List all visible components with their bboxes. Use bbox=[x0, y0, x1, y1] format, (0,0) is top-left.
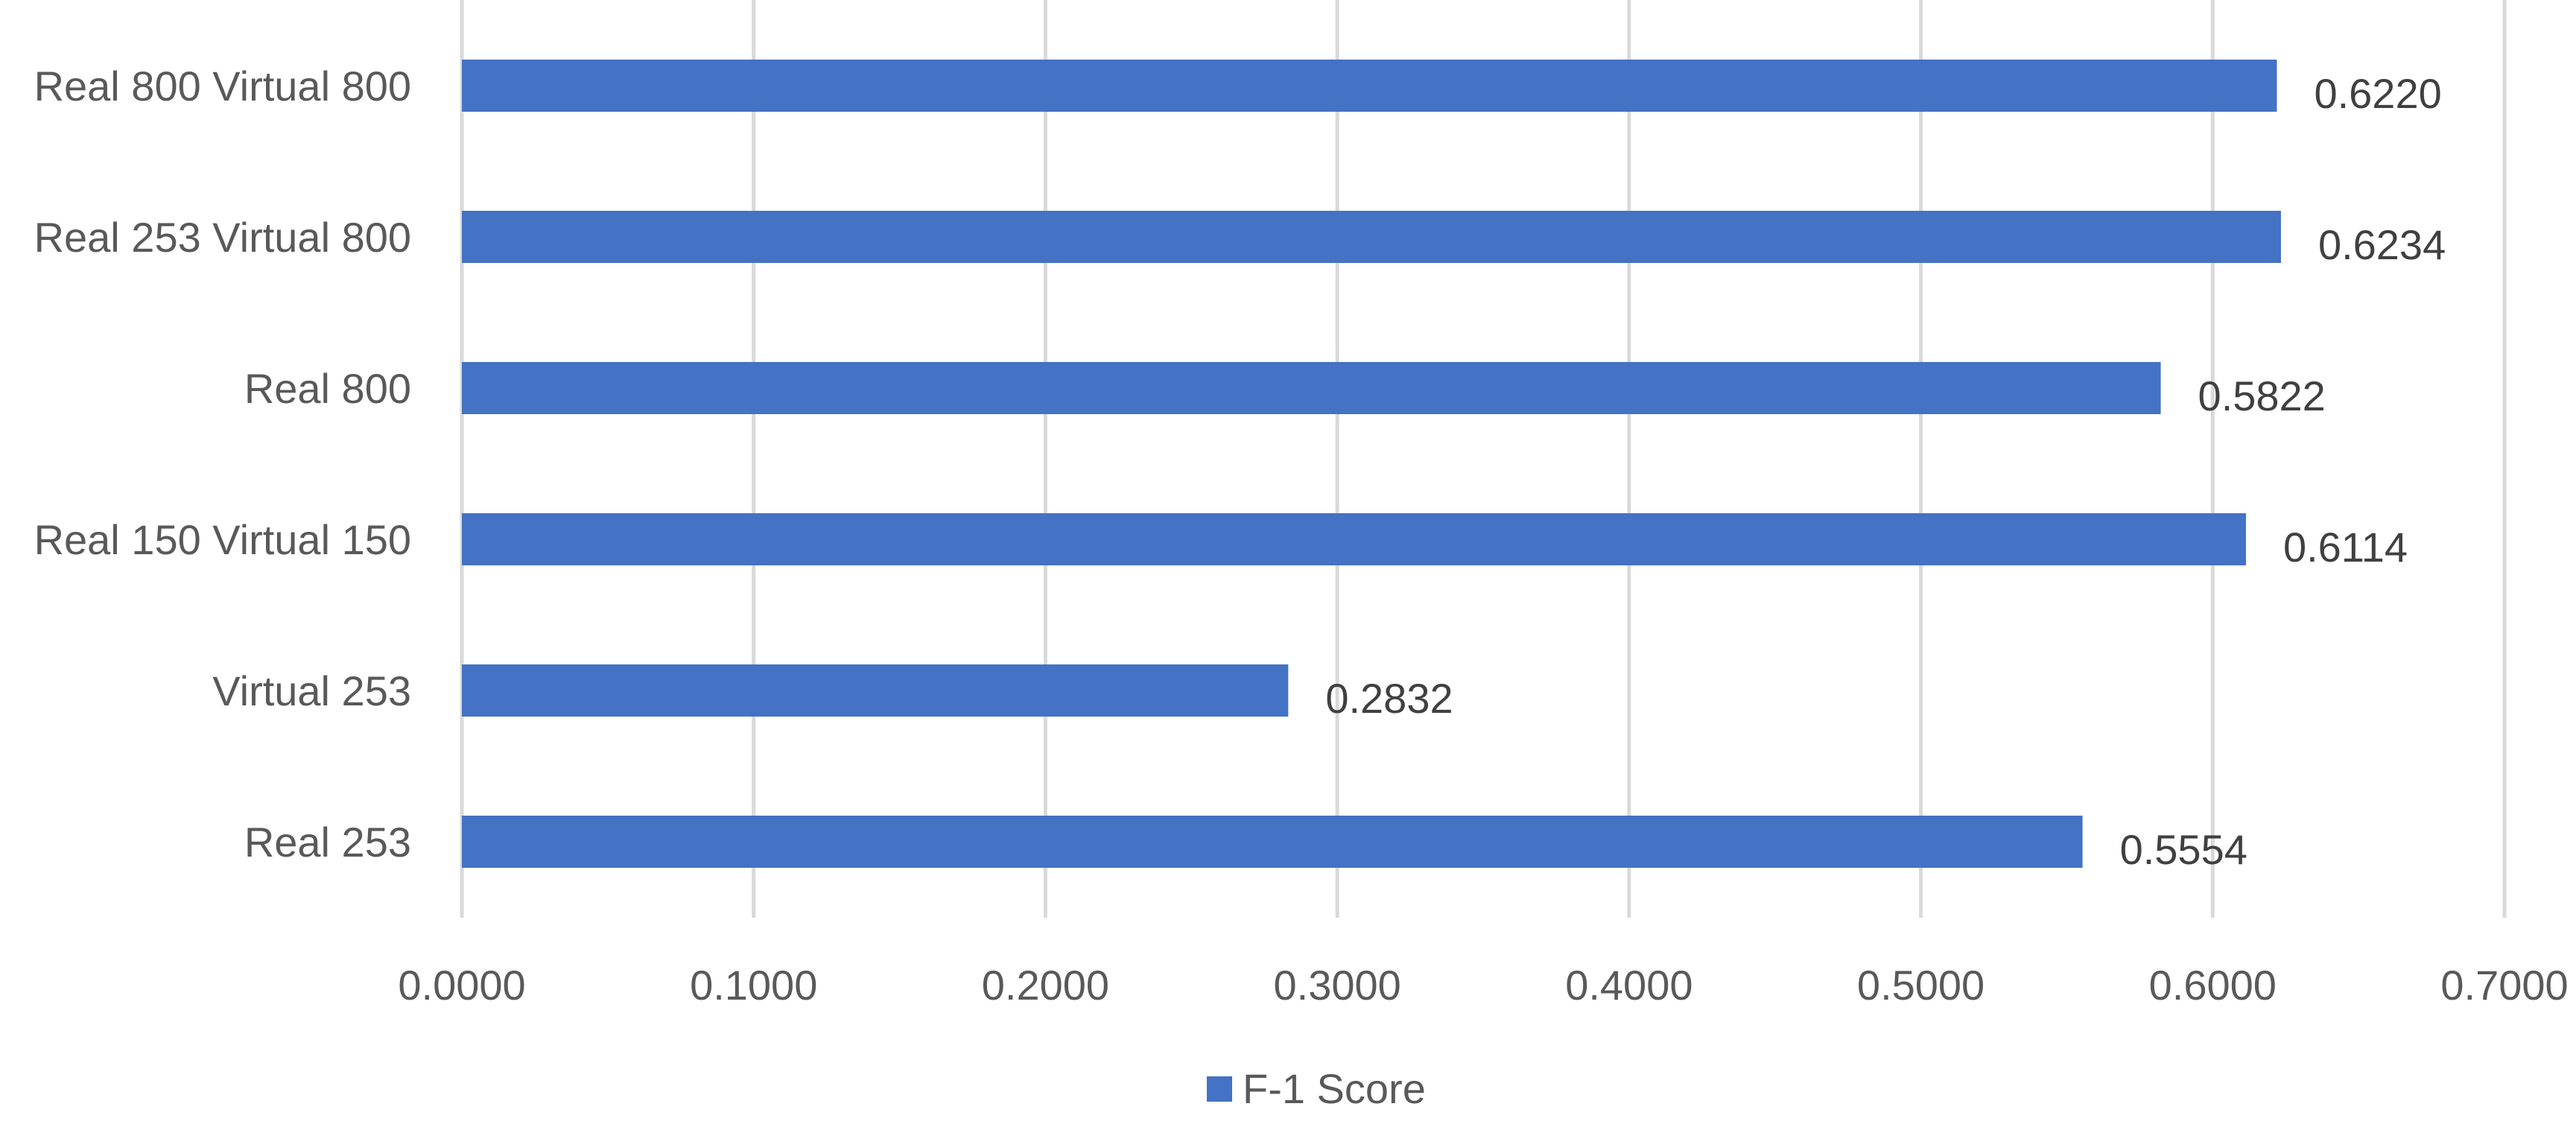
x-tick-label: 0.1000 bbox=[690, 962, 817, 1009]
bar bbox=[462, 362, 2161, 414]
legend-swatch bbox=[1207, 1076, 1232, 1102]
x-tick-label: 0.2000 bbox=[982, 962, 1109, 1009]
data-label: 0.6220 bbox=[2314, 70, 2441, 117]
x-tick-label: 0.7000 bbox=[2440, 962, 2568, 1009]
bar bbox=[462, 513, 2246, 565]
bar bbox=[462, 816, 2083, 868]
data-label: 0.2832 bbox=[1325, 675, 1453, 722]
bar bbox=[462, 664, 1289, 717]
x-tick-label: 0.0000 bbox=[398, 962, 525, 1009]
x-tick-label: 0.3000 bbox=[1274, 962, 1401, 1009]
category-label: Virtual 253 bbox=[212, 667, 411, 714]
legend-label: F-1 Score bbox=[1243, 1065, 1426, 1112]
x-tick-label: 0.4000 bbox=[1565, 962, 1693, 1009]
legend: F-1 Score bbox=[1207, 1065, 1426, 1112]
x-tick-labels: 0.0000 0.1000 0.2000 0.3000 0.4000 0.5000 0.60… bbox=[398, 962, 2568, 1009]
category-labels: Real 800 Virtual 800 Real 253 Virtual 800… bbox=[34, 63, 411, 866]
data-label: 0.5822 bbox=[2198, 372, 2326, 419]
category-label: Real 800 Virtual 800 bbox=[34, 63, 411, 109]
category-label: Real 800 bbox=[244, 365, 411, 412]
category-label: Real 150 Virtual 150 bbox=[34, 516, 411, 563]
bar bbox=[462, 60, 2277, 112]
x-tick-label: 0.6000 bbox=[2149, 962, 2277, 1009]
bars bbox=[462, 60, 2281, 868]
data-label: 0.5554 bbox=[2120, 826, 2247, 873]
bar bbox=[462, 211, 2281, 263]
data-label: 0.6234 bbox=[2318, 221, 2446, 268]
category-label: Real 253 bbox=[244, 819, 411, 866]
x-tick-label: 0.5000 bbox=[1857, 962, 1985, 1009]
gridlines bbox=[460, 0, 2507, 918]
data-labels: 0.6220 0.6234 0.5822 0.6114 0.2832 0.5554 bbox=[1325, 70, 2446, 873]
category-label: Real 253 Virtual 800 bbox=[34, 214, 411, 261]
data-label: 0.6114 bbox=[2283, 524, 2408, 571]
